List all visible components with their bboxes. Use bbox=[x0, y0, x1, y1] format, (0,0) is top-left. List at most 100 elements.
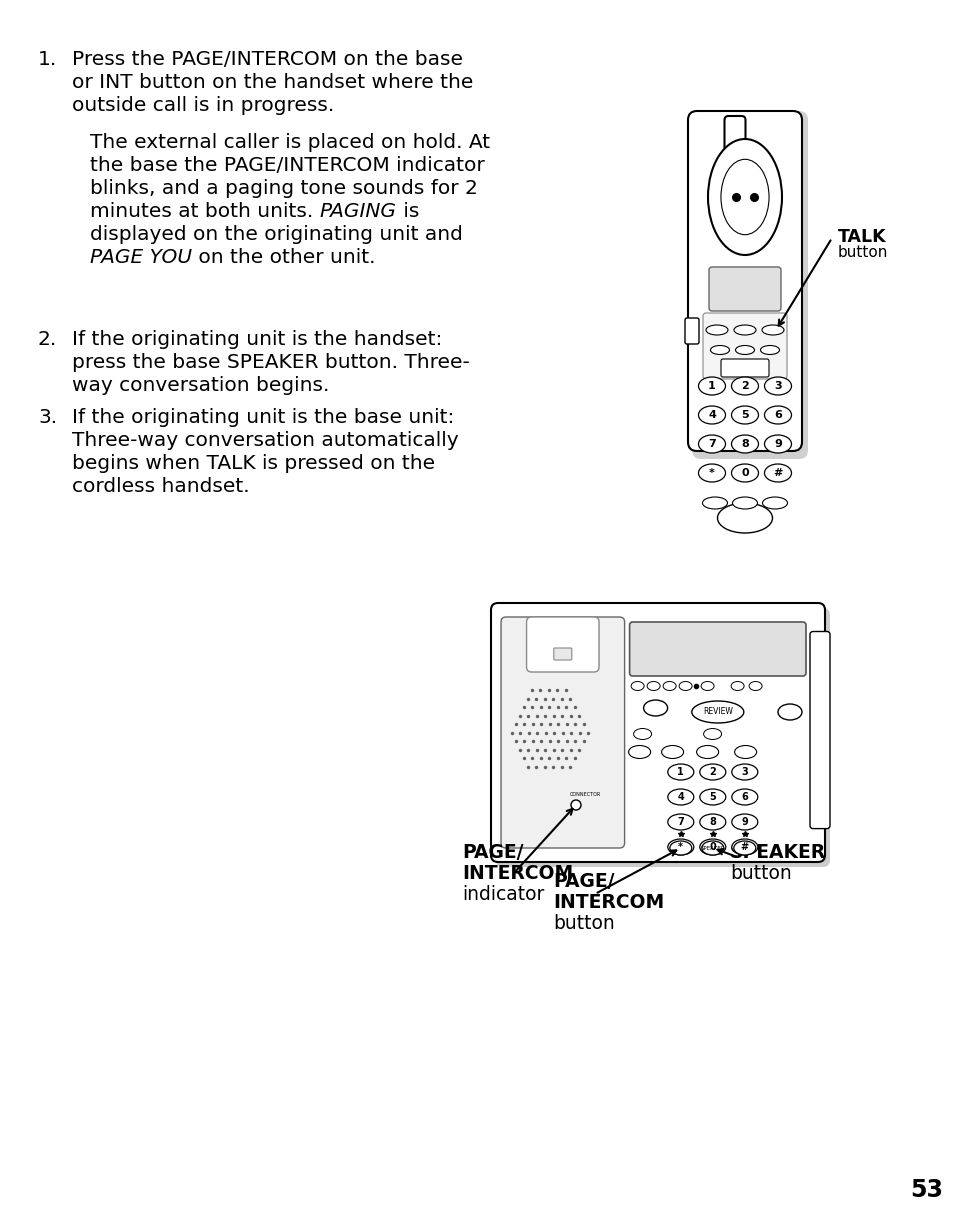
Ellipse shape bbox=[700, 764, 725, 780]
Text: *: * bbox=[678, 842, 682, 852]
Text: 2: 2 bbox=[709, 767, 716, 778]
FancyBboxPatch shape bbox=[496, 608, 829, 868]
Text: INTERCOM: INTERCOM bbox=[553, 893, 663, 912]
Text: minutes at both units.: minutes at both units. bbox=[90, 202, 319, 221]
Ellipse shape bbox=[730, 682, 743, 690]
Ellipse shape bbox=[731, 464, 758, 482]
FancyBboxPatch shape bbox=[809, 632, 829, 829]
Ellipse shape bbox=[731, 435, 758, 453]
FancyBboxPatch shape bbox=[687, 111, 801, 451]
Text: way conversation begins.: way conversation begins. bbox=[71, 375, 329, 395]
Ellipse shape bbox=[734, 746, 756, 758]
Text: cordless handset.: cordless handset. bbox=[71, 477, 250, 496]
Ellipse shape bbox=[731, 377, 758, 395]
Text: 8: 8 bbox=[709, 816, 716, 827]
Ellipse shape bbox=[731, 814, 757, 830]
Ellipse shape bbox=[698, 377, 724, 395]
Ellipse shape bbox=[707, 139, 781, 255]
Ellipse shape bbox=[733, 324, 755, 335]
Text: 4: 4 bbox=[677, 792, 683, 802]
Ellipse shape bbox=[763, 377, 791, 395]
Ellipse shape bbox=[691, 701, 743, 723]
FancyBboxPatch shape bbox=[708, 267, 781, 311]
Ellipse shape bbox=[700, 814, 725, 830]
FancyBboxPatch shape bbox=[702, 313, 786, 379]
Ellipse shape bbox=[703, 729, 720, 740]
Ellipse shape bbox=[701, 497, 727, 509]
Ellipse shape bbox=[698, 406, 724, 424]
Text: 4: 4 bbox=[707, 409, 715, 420]
Text: INTERCOM: INTERCOM bbox=[461, 864, 573, 883]
Text: button: button bbox=[553, 914, 614, 933]
Text: *: * bbox=[708, 468, 714, 477]
Ellipse shape bbox=[700, 840, 725, 855]
Ellipse shape bbox=[669, 841, 691, 855]
Ellipse shape bbox=[667, 814, 693, 830]
Ellipse shape bbox=[761, 497, 786, 509]
Text: SPEAKER: SPEAKER bbox=[700, 846, 724, 850]
Text: #: # bbox=[740, 842, 748, 852]
Ellipse shape bbox=[705, 324, 727, 335]
Ellipse shape bbox=[778, 703, 801, 720]
Ellipse shape bbox=[662, 682, 676, 690]
Circle shape bbox=[571, 799, 580, 810]
Ellipse shape bbox=[763, 406, 791, 424]
Ellipse shape bbox=[696, 746, 718, 758]
FancyBboxPatch shape bbox=[526, 617, 598, 672]
Text: PAGE YOU: PAGE YOU bbox=[90, 248, 192, 267]
Text: PAGE/: PAGE/ bbox=[553, 872, 614, 891]
Text: 9: 9 bbox=[773, 439, 781, 450]
Text: The external caller is placed on hold. At: The external caller is placed on hold. A… bbox=[90, 132, 490, 152]
Ellipse shape bbox=[731, 840, 757, 855]
Ellipse shape bbox=[667, 840, 693, 855]
FancyBboxPatch shape bbox=[500, 617, 624, 848]
Ellipse shape bbox=[710, 345, 729, 355]
Text: 3: 3 bbox=[774, 382, 781, 391]
Text: Three-way conversation automatically: Three-way conversation automatically bbox=[71, 431, 458, 450]
Ellipse shape bbox=[763, 435, 791, 453]
Ellipse shape bbox=[748, 682, 761, 690]
Text: 3.: 3. bbox=[38, 408, 57, 426]
Text: 7: 7 bbox=[677, 816, 683, 827]
Ellipse shape bbox=[733, 841, 755, 855]
Text: If the originating unit is the handset:: If the originating unit is the handset: bbox=[71, 330, 442, 349]
Ellipse shape bbox=[643, 700, 667, 716]
Text: 1: 1 bbox=[707, 382, 715, 391]
Ellipse shape bbox=[698, 435, 724, 453]
Ellipse shape bbox=[628, 746, 650, 758]
FancyBboxPatch shape bbox=[554, 648, 571, 660]
Text: 2: 2 bbox=[740, 382, 748, 391]
Ellipse shape bbox=[701, 841, 723, 855]
Text: 0: 0 bbox=[740, 468, 748, 477]
Text: CONNECTOR: CONNECTOR bbox=[569, 792, 600, 797]
Text: 53: 53 bbox=[909, 1179, 942, 1202]
Text: the base the PAGE/INTERCOM indicator: the base the PAGE/INTERCOM indicator bbox=[90, 156, 484, 175]
Ellipse shape bbox=[731, 789, 757, 806]
Ellipse shape bbox=[646, 682, 659, 690]
Text: 5: 5 bbox=[740, 409, 748, 420]
FancyBboxPatch shape bbox=[684, 318, 699, 344]
Ellipse shape bbox=[731, 406, 758, 424]
Ellipse shape bbox=[717, 503, 772, 533]
Text: #: # bbox=[773, 468, 781, 477]
Ellipse shape bbox=[732, 497, 757, 509]
Text: 0: 0 bbox=[709, 842, 716, 852]
Text: is: is bbox=[396, 202, 418, 221]
Text: 8: 8 bbox=[740, 439, 748, 450]
Ellipse shape bbox=[679, 682, 691, 690]
Text: SPEAKER: SPEAKER bbox=[729, 843, 825, 861]
Ellipse shape bbox=[760, 345, 779, 355]
Ellipse shape bbox=[661, 746, 683, 758]
Text: indicator: indicator bbox=[461, 885, 544, 904]
Text: 7: 7 bbox=[707, 439, 715, 450]
FancyBboxPatch shape bbox=[491, 603, 824, 861]
Text: 3: 3 bbox=[740, 767, 747, 778]
Text: or INT button on the handset where the: or INT button on the handset where the bbox=[71, 73, 473, 92]
Text: 5: 5 bbox=[709, 792, 716, 802]
Text: REVIEW: REVIEW bbox=[702, 707, 732, 717]
Text: 6: 6 bbox=[740, 792, 747, 802]
Ellipse shape bbox=[698, 464, 724, 482]
Ellipse shape bbox=[735, 345, 754, 355]
Text: PAGING: PAGING bbox=[319, 202, 396, 221]
Text: TALK: TALK bbox=[837, 228, 885, 245]
